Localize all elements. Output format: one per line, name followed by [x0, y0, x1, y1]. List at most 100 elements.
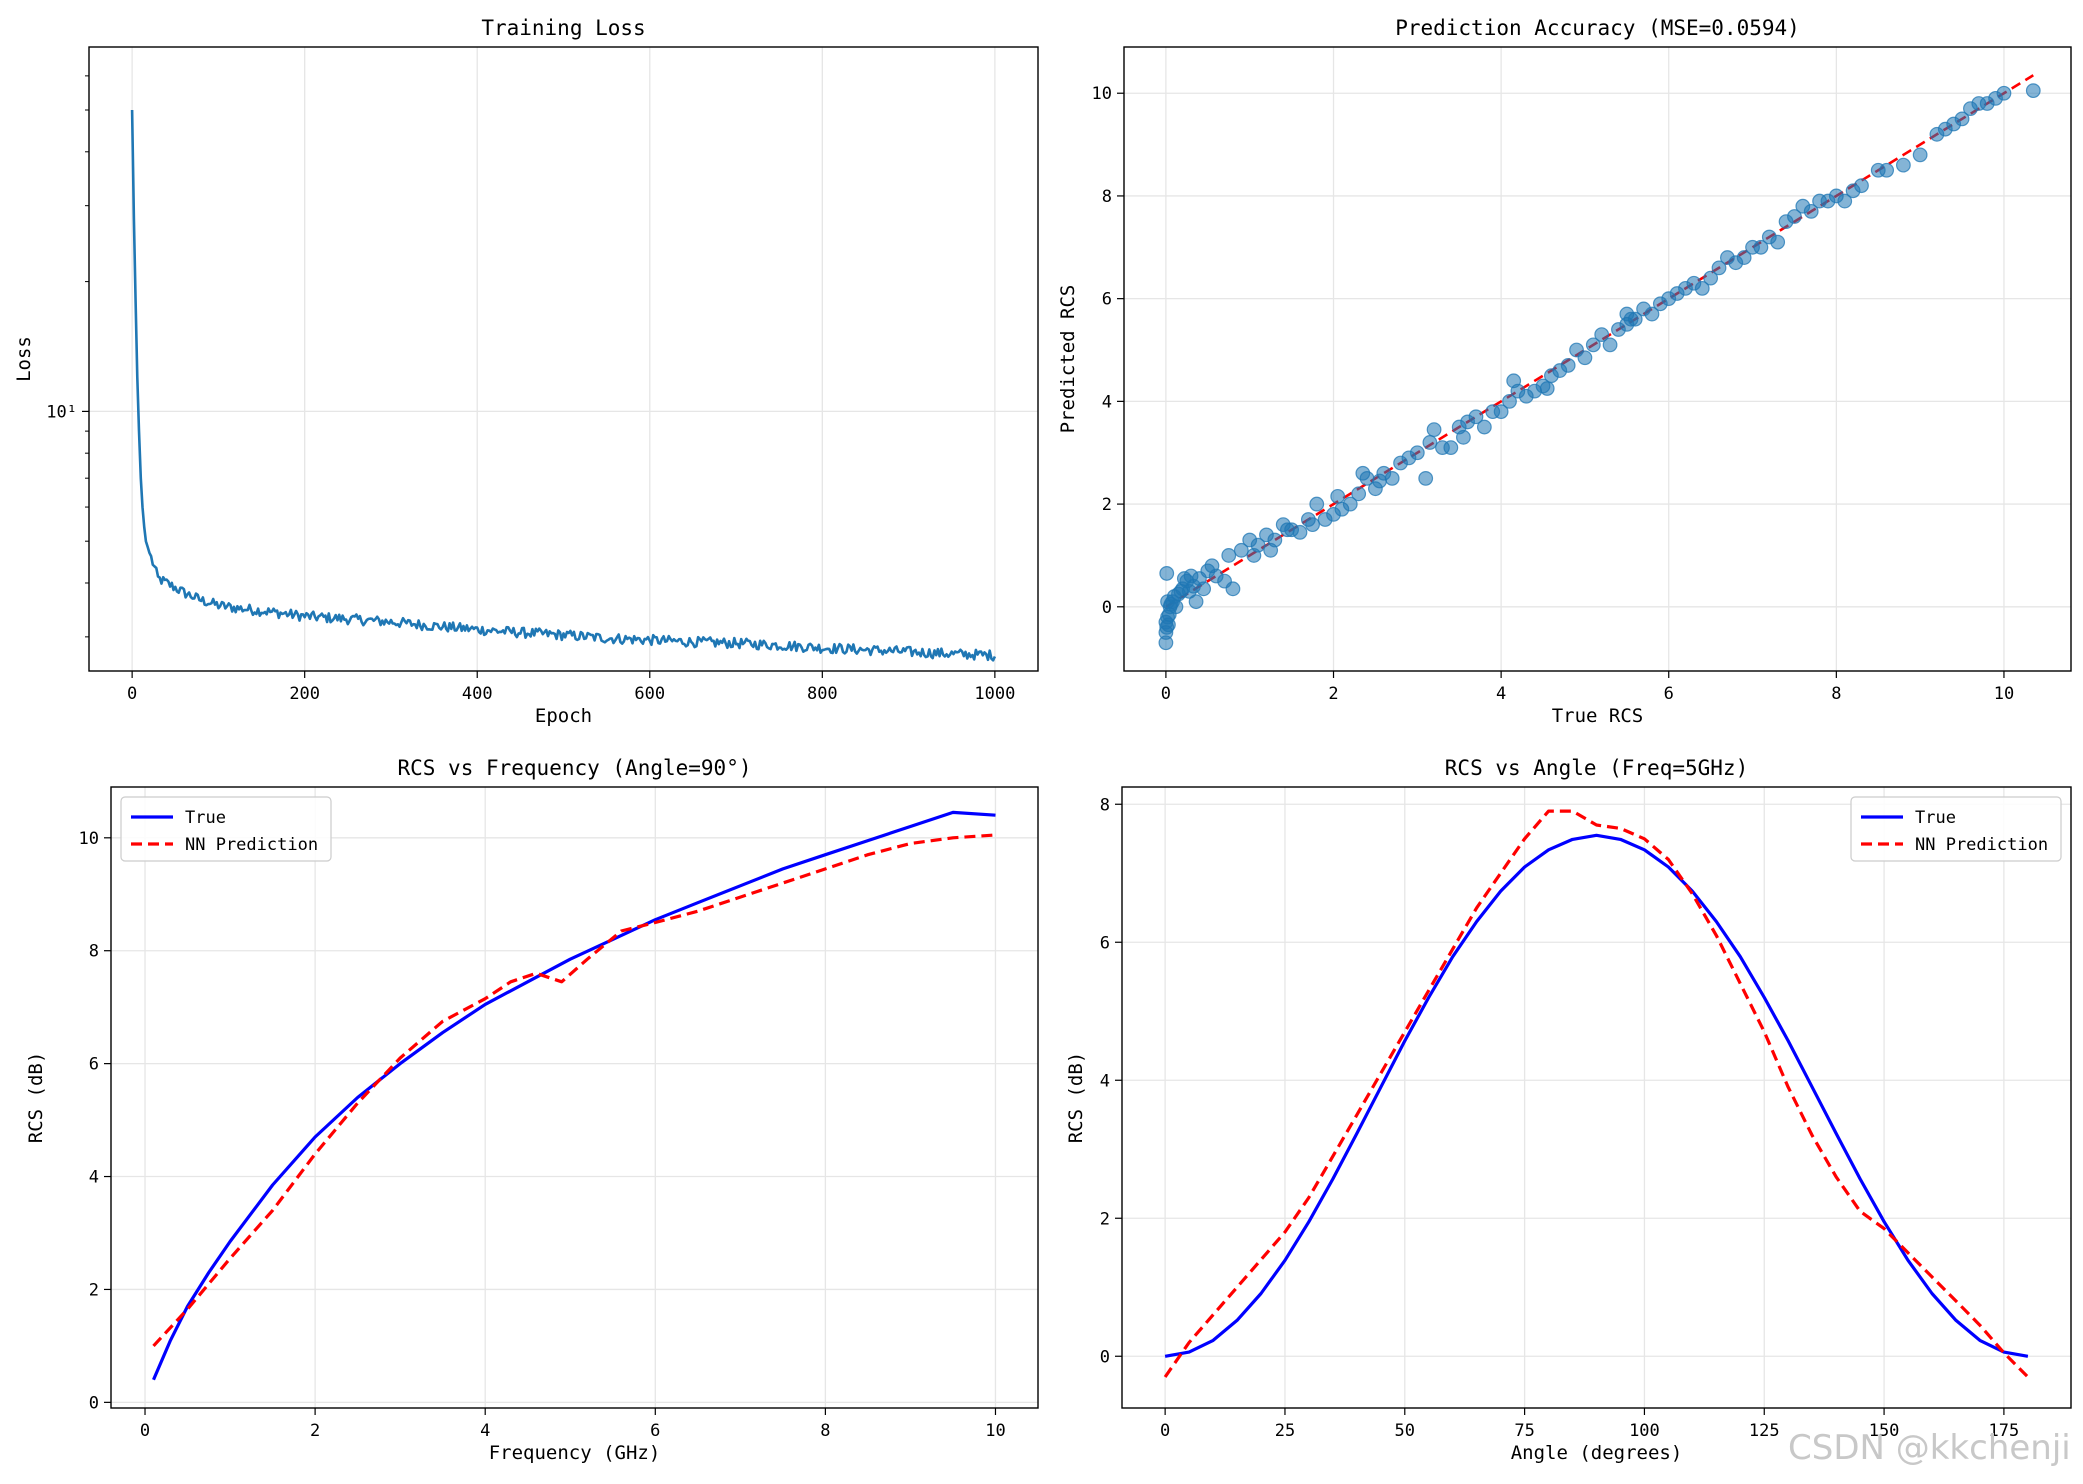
- accuracy-ytick-label: 0: [1102, 598, 1112, 618]
- scatter-point: [1493, 404, 1509, 420]
- scatter-point: [1627, 311, 1643, 327]
- angle-ytick-label: 2: [1100, 1209, 1110, 1229]
- prediction-accuracy-panel: 0 2 4 6 8 10 0 2 4 6 8 10 Prediction Accuracy (MSE=0…: [1057, 16, 2072, 727]
- angle-xtick-label: 125: [1749, 1421, 1780, 1441]
- scatter-point: [1159, 566, 1175, 581]
- scatter-point: [1305, 517, 1320, 533]
- loss-title: Training Loss: [481, 16, 645, 40]
- frequency-ytick-label: 2: [89, 1280, 99, 1300]
- scatter-point: [1456, 429, 1471, 445]
- loss-xtick-label: 0: [127, 684, 137, 704]
- angle-data-area: [1163, 809, 2030, 1379]
- angle-legend-label-true: True: [1915, 808, 1956, 828]
- loss-xtick-label: 800: [807, 684, 838, 704]
- scatter-point: [1250, 537, 1266, 553]
- scatter-point: [1418, 471, 1434, 486]
- angle-ylabel: RCS (dB): [1065, 1052, 1087, 1144]
- rcs-vs-angle-panel: 0 25 50 75 100 125 150 175 0 2 4 6 8 RCS vs Angle (Fr…: [1065, 756, 2072, 1464]
- scatter-point: [1594, 327, 1610, 343]
- rcs-vs-frequency-panel: 0 2 4 6 8 10 0 2 4 6 8 10 RCS vs Frequency (Angle=90…: [25, 756, 1039, 1464]
- angle-xtick-label: 0: [1160, 1421, 1170, 1441]
- scatter-point: [1644, 306, 1660, 322]
- angle-ytick-label: 4: [1100, 1071, 1110, 1091]
- scatter-point: [1188, 594, 1204, 610]
- frequency-ylabel: RCS (dB): [25, 1052, 47, 1144]
- frequency-xtick-label: 8: [820, 1421, 830, 1441]
- accuracy-xlabel: True RCS: [1552, 705, 1644, 727]
- loss-xtick-label: 400: [462, 684, 493, 704]
- frequency-ytick-label: 0: [89, 1393, 99, 1413]
- loss-ylabel: Loss: [13, 336, 35, 382]
- scatter-point: [1443, 440, 1459, 455]
- angle-legend-label-prediction: NN Prediction: [1915, 835, 2048, 855]
- loss-xtick-label: 600: [634, 684, 665, 704]
- angle-xtick-label: 50: [1395, 1421, 1415, 1441]
- angle-title: RCS vs Angle (Freq=5GHz): [1445, 756, 1748, 780]
- frequency-xtick-label: 10: [985, 1421, 1005, 1441]
- accuracy-xtick-label: 6: [1664, 684, 1674, 704]
- scatter-point: [1787, 209, 1802, 224]
- scatter-point: [1267, 532, 1283, 548]
- scatter-point: [1895, 157, 1911, 173]
- scatter-point: [1703, 270, 1719, 286]
- frequency-legend-label-true: True: [185, 808, 226, 828]
- accuracy-data-area: [1158, 74, 2041, 651]
- accuracy-xtick-label: 0: [1161, 684, 1171, 704]
- frequency-xtick-label: 4: [480, 1421, 490, 1441]
- accuracy-ylabel: Predicted RCS: [1057, 285, 1079, 434]
- frequency-ytick-label: 8: [89, 942, 99, 962]
- angle-series-prediction-line: [1163, 809, 2030, 1379]
- frequency-xtick-label: 0: [140, 1421, 150, 1441]
- angle-ytick-label: 6: [1100, 933, 1110, 953]
- accuracy-axes-frame: [1123, 46, 2072, 672]
- frequency-ytick-label: 10: [79, 829, 99, 849]
- angle-ytick-label: 8: [1100, 795, 1110, 815]
- scatter-point: [1602, 337, 1618, 353]
- frequency-data-area: [152, 810, 996, 1381]
- scatter-point: [1753, 239, 1769, 255]
- frequency-ytick-label: 4: [89, 1168, 99, 1188]
- watermark-text: CSDN @kkchenji: [1788, 1428, 2071, 1468]
- frequency-title: RCS vs Frequency (Angle=90°): [397, 756, 751, 780]
- accuracy-ytick-label: 10: [1092, 84, 1112, 104]
- loss-xlabel: Epoch: [535, 705, 592, 727]
- scatter-point: [1560, 358, 1576, 373]
- scatter-point: [1837, 193, 1853, 209]
- scatter-point: [1292, 524, 1308, 540]
- frequency-series-true-line: [152, 810, 996, 1381]
- angle-xtick-label: 100: [1629, 1421, 1660, 1441]
- loss-axes-frame: [88, 46, 1039, 672]
- angle-series-true-line: [1164, 833, 2029, 1358]
- scatter-point: [1225, 581, 1241, 597]
- accuracy-xtick-label: 8: [1831, 684, 1841, 704]
- loss-data-area: [130, 109, 997, 662]
- scatter-point: [1476, 419, 1492, 435]
- scatter-point: [1309, 496, 1325, 512]
- scatter-point: [1803, 203, 1819, 219]
- scatter-point: [1879, 162, 1895, 178]
- angle-legend: True NN Prediction: [1850, 796, 2062, 862]
- accuracy-ytick-label: 6: [1102, 290, 1112, 310]
- frequency-ytick-label: 6: [89, 1055, 99, 1075]
- scatter-point: [1539, 381, 1555, 396]
- accuracy-title: Prediction Accuracy (MSE=0.0594): [1395, 16, 1800, 40]
- frequency-xtick-label: 2: [310, 1421, 320, 1441]
- scatter-point: [1196, 581, 1212, 597]
- scatter-point: [1694, 280, 1710, 296]
- scatter-point: [1736, 250, 1752, 265]
- scatter-point: [1168, 599, 1184, 615]
- angle-xlabel: Angle (degrees): [1511, 1442, 1683, 1464]
- loss-series-true-line: [130, 109, 997, 662]
- scatter-point: [1342, 496, 1358, 512]
- loss-xtick-label: 1000: [974, 684, 1015, 704]
- scatter-point: [1422, 435, 1438, 450]
- angle-xtick-label: 25: [1275, 1421, 1295, 1441]
- scatter-point: [1384, 471, 1400, 486]
- scatter-point: [1585, 337, 1601, 353]
- frequency-axes-frame: [110, 786, 1039, 1409]
- training-loss-panel: 0 200 400 600 800 1000 10¹ Training Loss Epoch Lo…: [13, 16, 1039, 727]
- scatter-point: [1426, 422, 1442, 438]
- angle-ytick-label: 0: [1100, 1347, 1110, 1367]
- scatter-point: [1954, 111, 1970, 127]
